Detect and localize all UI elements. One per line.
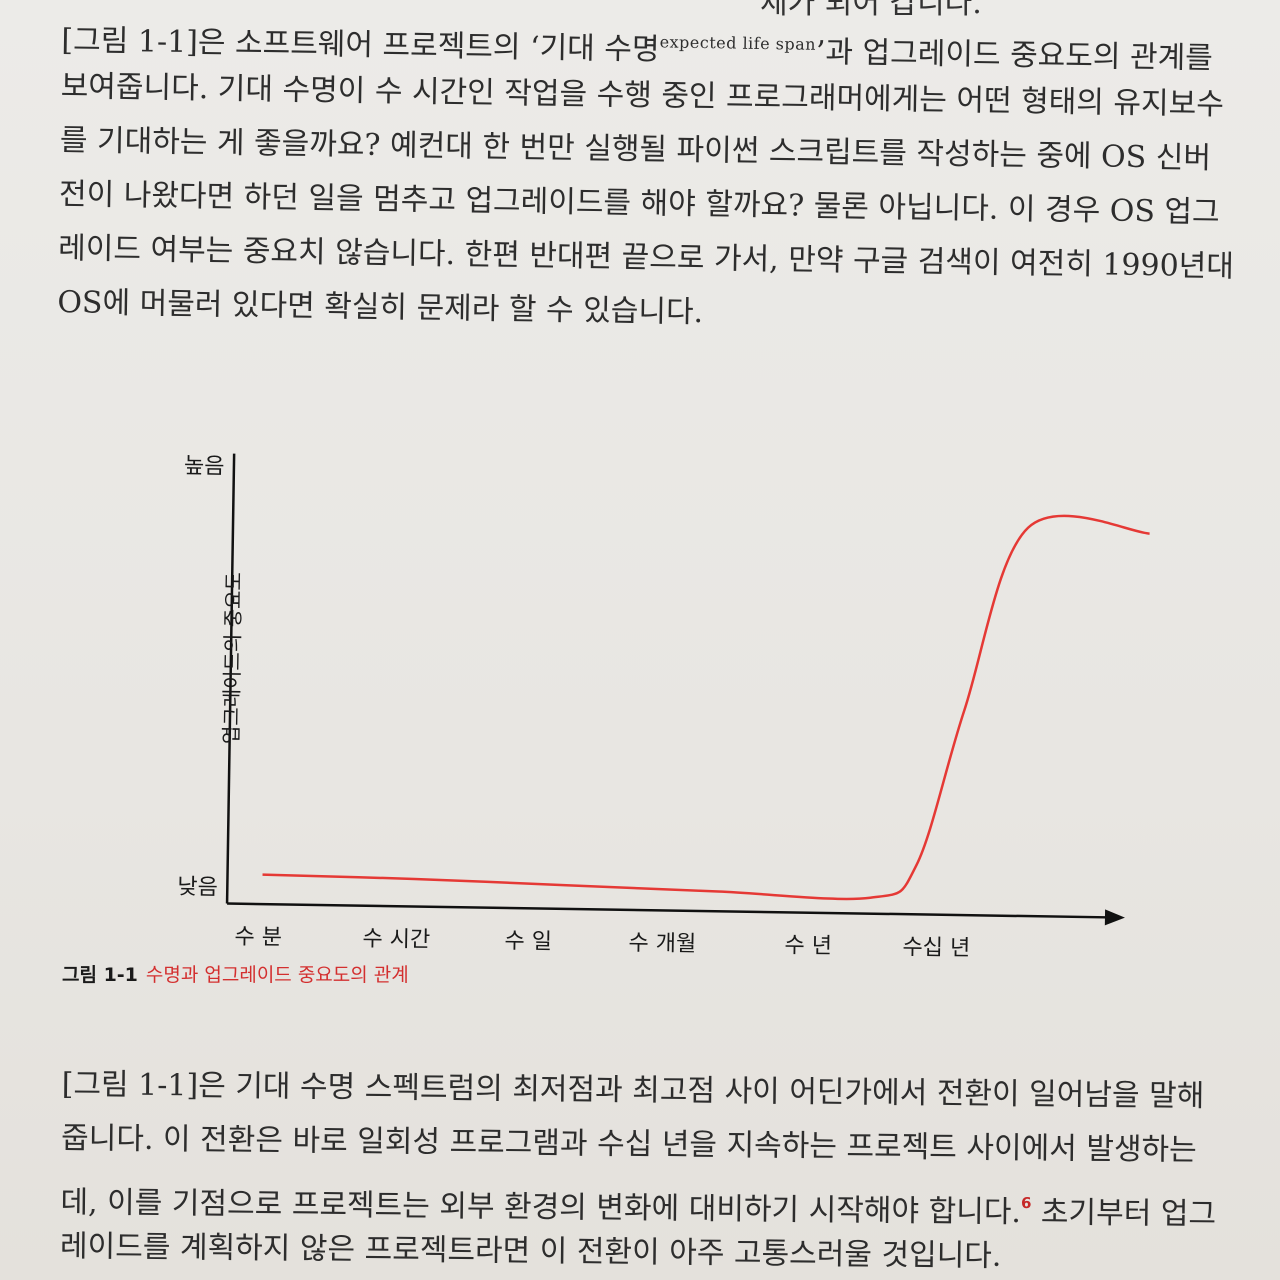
previous-line-fragment: 세가 되어 갑니다. xyxy=(760,0,982,21)
x-axis-arrow-icon xyxy=(1104,909,1125,926)
x-tick-label: 수 개월 xyxy=(628,930,697,957)
x-tick-label: 수십 년 xyxy=(902,935,971,962)
paragraph-transition: [그림 1-1]은 기대 수명 스펙트럼의 최저점과 최고점 사이 어딘가에서 … xyxy=(60,1058,1280,1280)
y-axis-title: 업그레이드의 중요도 xyxy=(219,571,246,745)
x-tick-label: 수 시간 xyxy=(362,926,431,953)
x-tick-label: 수 일 xyxy=(504,928,553,955)
footnote-marker[interactable]: 6 xyxy=(1020,1194,1032,1213)
x-tick-label: 수 분 xyxy=(234,924,283,951)
series-line xyxy=(262,514,1150,901)
y-low-label: 낮음 xyxy=(177,874,218,901)
y-axis-line xyxy=(225,453,236,904)
caption-number: 그림 1-1 xyxy=(62,964,138,986)
y-high-label: 높음 xyxy=(183,453,225,480)
x-tick-label: 수 년 xyxy=(784,933,833,960)
caption-text: 수명과 업그레이드 중요도의 관계 xyxy=(145,964,409,986)
figure-caption: 그림 1-1 수명과 업그레이드 중요도의 관계 xyxy=(62,960,409,987)
x-axis-line xyxy=(227,902,1112,919)
